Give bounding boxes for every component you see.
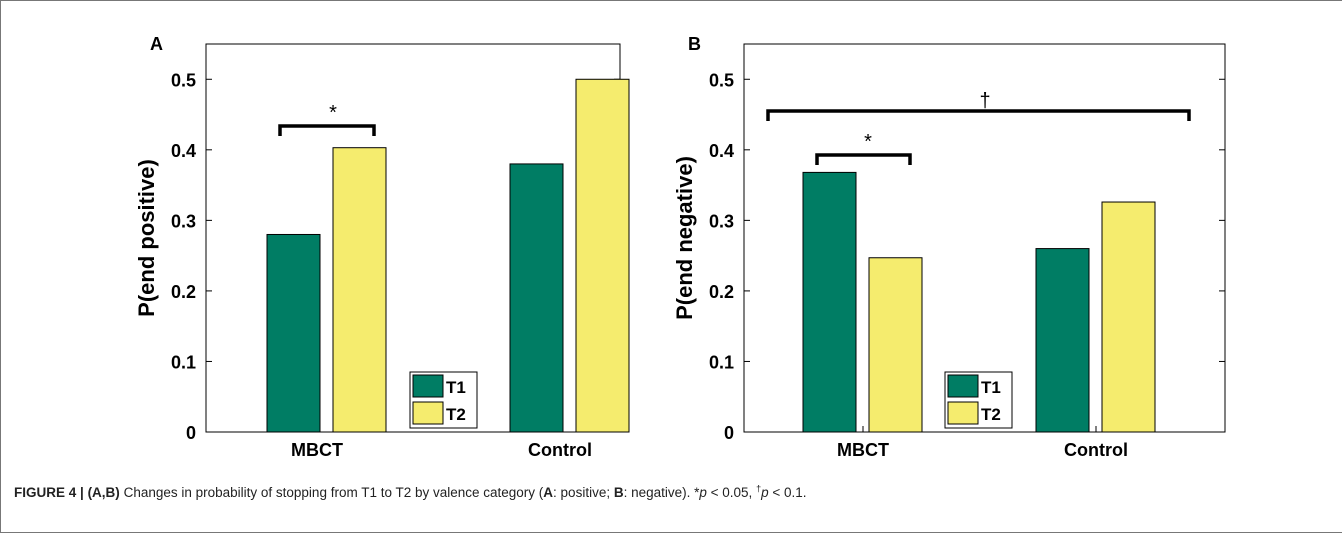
panel-b-bar-t2-mbct <box>868 257 923 433</box>
panel-a-xtick-label: Control <box>528 440 592 460</box>
caption-p2: p <box>761 485 769 500</box>
panel-a-legend-swatch-t2 <box>412 401 444 425</box>
panel-b-bar-t1-control <box>1035 248 1090 433</box>
panel-b-bracket-label: * <box>864 131 872 153</box>
panel-b-axes-box <box>743 43 1226 433</box>
panel-a-ytick-label: 0.5 <box>171 70 196 90</box>
panel-a-bar-t1-mbct <box>266 233 321 433</box>
caption-a-text: : positive; <box>553 485 614 500</box>
panel-a-bar-t2-control <box>575 78 630 433</box>
panel-b-bracket <box>766 109 1191 121</box>
panel-b-bracket <box>815 153 912 165</box>
panel-a-bracket <box>278 124 376 136</box>
panel-b-bracket-label: † <box>979 90 990 112</box>
panel-b-xtick-label: MBCT <box>837 440 889 460</box>
panel-b-bar-t1-mbct <box>802 171 857 433</box>
caption-p1-rest: < 0.05, <box>706 485 757 500</box>
panel-b-ytick-label: 0.1 <box>709 352 734 372</box>
panel-b-xtick-label: Control <box>1064 440 1128 460</box>
panel-b-ytick-label: 0.2 <box>709 282 734 302</box>
figure-caption: FIGURE 4 | (A,B) Changes in probability … <box>14 483 807 500</box>
panel-b-ytick-label: 0.4 <box>709 141 734 161</box>
panel-b-ytick-label: 0.3 <box>709 211 734 231</box>
panel-a-ylabel: P(end positive) <box>134 159 159 317</box>
caption-p1: p <box>699 485 707 500</box>
panel-b-ytick-label: 0 <box>724 423 734 443</box>
panel-a-bracket-label: * <box>329 102 337 124</box>
panel-a-letter: A <box>150 34 163 54</box>
panel-a-ytick-label: 0.1 <box>171 352 196 372</box>
panel-a-ytick-label: 0.4 <box>171 141 196 161</box>
caption-panels: (A,B) <box>87 485 120 500</box>
panel-b-legend-swatch-t1 <box>947 374 979 398</box>
panel-b-legend-swatch-t2 <box>947 401 979 425</box>
caption-dagger: † <box>756 483 762 494</box>
panel-b-ylabel: P(end negative) <box>672 156 697 320</box>
caption-text-1: Changes in probability of stopping from … <box>119 485 544 500</box>
caption-p2-rest: < 0.1. <box>768 485 807 500</box>
panel-b-letter: B <box>688 34 701 54</box>
panel-b-legend-label-t2: T2 <box>981 405 1001 424</box>
panel-a-ytick-label: 0.3 <box>171 211 196 231</box>
panel-a-legend-label-t2: T2 <box>446 405 466 424</box>
caption-b-text: : negative). * <box>623 485 700 500</box>
panel-a-legend-swatch-t1 <box>412 374 444 398</box>
panel-a-ytick-label: 0.2 <box>171 282 196 302</box>
panel-a-legend-label-t1: T1 <box>446 378 466 397</box>
caption-label: FIGURE 4 | <box>14 485 84 500</box>
panel-a-bar-t2-mbct <box>332 147 387 433</box>
panel-a-xtick-label: MBCT <box>291 440 343 460</box>
panel-b-legend-label-t1: T1 <box>981 378 1001 397</box>
figure-charts: 0 0.1 0.2 0.3 0.4 0.5 MBCT Control P(end positiv… <box>134 34 1226 460</box>
caption-a-letter: A <box>543 485 554 500</box>
panel-a-bar-t1-control <box>509 163 564 433</box>
panel-b-bar-t2-control <box>1101 201 1156 433</box>
panel-b-ytick-label: 0.5 <box>709 70 734 90</box>
caption-b-letter: B <box>613 485 624 500</box>
panel-a-ytick-label: 0 <box>186 423 196 443</box>
